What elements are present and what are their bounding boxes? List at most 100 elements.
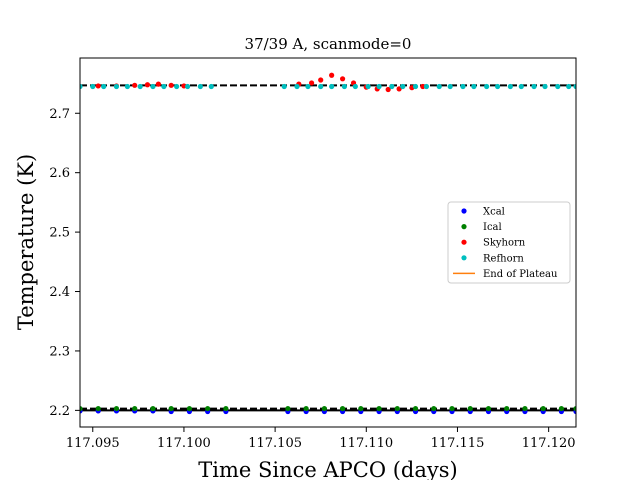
point-ical (412, 405, 419, 412)
legend-box (447, 201, 571, 284)
point-ical (285, 405, 291, 412)
legend-label-ical: Ical (483, 222, 502, 233)
point-refhorn (573, 83, 576, 90)
axis-ticks: 117.095 117.100 117.105 117.110 117.115 117.1… (49, 107, 575, 451)
point-refhorn (423, 83, 430, 90)
point-ical (223, 405, 229, 412)
chart-title: 37/39 A, scanmode=0 (245, 35, 412, 53)
point-ical (573, 405, 576, 412)
point-skyhorn (168, 82, 174, 88)
legend-marker-ical (461, 224, 467, 230)
point-refhorn (531, 83, 537, 90)
axes-frame (79, 57, 577, 428)
point-refhorn (184, 83, 191, 90)
point-ical (150, 405, 156, 412)
x-tick-label: 117.120 (522, 436, 576, 451)
point-skyhorn (95, 83, 101, 89)
y-tick-label: 2.3 (49, 344, 70, 359)
point-ical (95, 405, 101, 412)
legend-marker-refhorn (461, 255, 467, 261)
point-ical (205, 405, 211, 412)
point-refhorn (294, 83, 300, 90)
point-refhorn (484, 83, 490, 90)
y-tick-label: 2.7 (49, 107, 70, 122)
point-refhorn (281, 83, 287, 90)
point-skyhorn (155, 81, 162, 87)
point-skyhorn (132, 82, 138, 88)
point-ical (80, 405, 83, 412)
point-ical (303, 405, 309, 412)
point-refhorn (389, 83, 395, 90)
point-ical (558, 405, 565, 412)
point-refhorn (161, 83, 167, 90)
y-tick-label: 2.6 (49, 166, 70, 181)
point-skyhorn (385, 86, 391, 93)
point-ical (186, 405, 193, 412)
point-refhorn (124, 83, 131, 90)
point-ical (467, 405, 473, 412)
point-ical (113, 405, 120, 412)
point-refhorn (150, 83, 156, 90)
point-ical (504, 405, 510, 412)
point-refhorn (518, 83, 524, 90)
point-ical (376, 405, 382, 412)
point-refhorn (90, 83, 96, 90)
point-refhorn (137, 83, 143, 90)
legend-label-skyhorn: Skyhorn (483, 238, 526, 249)
legend-marker-xcal (461, 208, 467, 214)
point-ical (168, 405, 174, 412)
point-refhorn (471, 83, 477, 90)
y-tick-label: 2.5 (49, 226, 70, 241)
x-tick-label: 117.105 (248, 436, 302, 451)
point-refhorn (460, 83, 466, 90)
x-tick-label: 117.110 (339, 436, 393, 451)
point-ical (132, 405, 138, 412)
point-ical (339, 405, 346, 412)
plot-area (79, 57, 577, 428)
point-refhorn (507, 83, 513, 90)
x-tick-label: 117.115 (431, 436, 485, 451)
plot-marks (80, 72, 576, 415)
y-tick-label: 2.4 (49, 285, 70, 300)
point-skyhorn (318, 77, 324, 83)
legend-label-xcal: Xcal (483, 207, 505, 218)
point-refhorn (566, 83, 572, 90)
point-refhorn (174, 83, 180, 90)
point-refhorn (352, 83, 358, 90)
point-refhorn (318, 83, 324, 90)
point-skyhorn (308, 80, 315, 86)
point-refhorn (101, 83, 107, 90)
point-refhorn (329, 83, 335, 90)
legend-marker-skyhorn (461, 239, 467, 245)
point-ical (321, 405, 327, 412)
point-refhorn (436, 83, 442, 90)
point-refhorn (113, 83, 120, 90)
x-axis-label: Time Since APCO (days) (198, 458, 457, 480)
point-refhorn (494, 83, 501, 90)
point-ical (394, 405, 400, 412)
point-ical (540, 405, 546, 412)
point-refhorn (208, 83, 214, 90)
point-refhorn (197, 83, 203, 90)
point-refhorn (80, 83, 83, 90)
x-tick-label: 117.095 (66, 436, 120, 451)
point-refhorn (555, 83, 561, 90)
point-refhorn (412, 83, 419, 90)
point-refhorn (542, 83, 548, 90)
x-tick-label: 117.100 (157, 436, 211, 451)
point-refhorn (365, 83, 371, 90)
point-ical (485, 405, 492, 412)
point-refhorn (305, 83, 311, 90)
point-ical (431, 405, 437, 412)
legend-label-refhorn: Refhorn (483, 253, 524, 264)
point-ical (522, 405, 528, 412)
point-refhorn (400, 83, 406, 90)
y-axis-label: Temperature (K) (14, 154, 38, 330)
point-ical (449, 405, 455, 412)
point-skyhorn (339, 76, 346, 82)
point-skyhorn (329, 72, 335, 78)
point-ical (358, 405, 364, 412)
point-skyhorn (144, 82, 151, 88)
legend-label-end-of-plateau: End of Plateau (483, 269, 558, 280)
